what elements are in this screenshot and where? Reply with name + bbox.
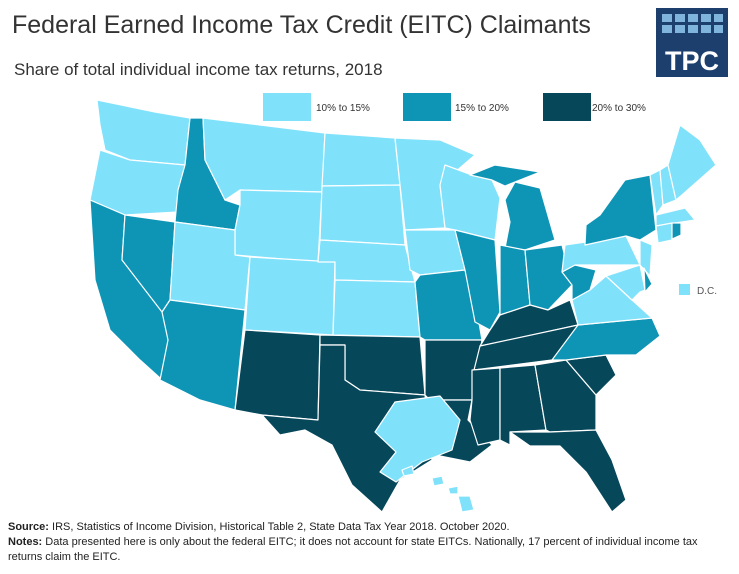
map-figure: Federal Earned Income Tax Credit (EITC) … <box>12 8 728 513</box>
legend: 10% to 15% 15% to 20% 20% to 30% <box>263 93 646 121</box>
state <box>469 164 541 187</box>
state <box>202 117 326 201</box>
state <box>234 189 323 263</box>
legend-swatch <box>403 93 451 121</box>
state <box>655 222 673 244</box>
state <box>447 485 459 495</box>
notes: Notes: Data presented here is only about… <box>8 535 730 565</box>
state <box>524 244 573 311</box>
source-text: IRS, Statistics of Income Division, Hist… <box>52 521 510 533</box>
state <box>605 264 646 301</box>
state <box>584 174 657 246</box>
state <box>655 207 696 227</box>
state <box>234 329 321 421</box>
legend-swatch <box>263 93 311 121</box>
title: Federal Earned Income Tax Credit (EITC) … <box>12 11 591 39</box>
state <box>159 299 246 411</box>
legend-label: 20% to 30% <box>592 103 646 114</box>
state <box>244 256 336 336</box>
source-label: Source: <box>8 521 49 533</box>
logo-squares <box>662 14 723 33</box>
dc-swatch <box>679 284 690 295</box>
state <box>504 181 556 251</box>
state <box>319 184 406 246</box>
state <box>404 229 466 276</box>
state <box>439 164 501 241</box>
state <box>671 222 682 240</box>
state <box>639 239 653 277</box>
dc-label: D.C. <box>697 286 717 297</box>
state <box>457 495 475 513</box>
logo: TPC <box>656 8 728 77</box>
legend-label: 10% to 15% <box>316 103 370 114</box>
subtitle: Share of total individual income tax ret… <box>14 60 383 79</box>
source: Source: IRS, Statistics of Income Divisi… <box>8 520 730 535</box>
legend-swatch <box>543 93 591 121</box>
notes-text: Data presented here is only about the fe… <box>8 536 698 563</box>
us-map: D.C. <box>89 99 717 513</box>
state <box>551 317 661 361</box>
state <box>401 465 415 477</box>
notes-label: Notes: <box>8 536 43 548</box>
state <box>643 267 653 293</box>
legend-label: 15% to 20% <box>455 103 509 114</box>
state <box>509 429 627 513</box>
state <box>667 124 717 201</box>
state <box>332 279 421 338</box>
logo-text: TPC <box>665 46 719 76</box>
state <box>469 367 501 446</box>
state <box>431 475 445 487</box>
state <box>321 132 401 187</box>
